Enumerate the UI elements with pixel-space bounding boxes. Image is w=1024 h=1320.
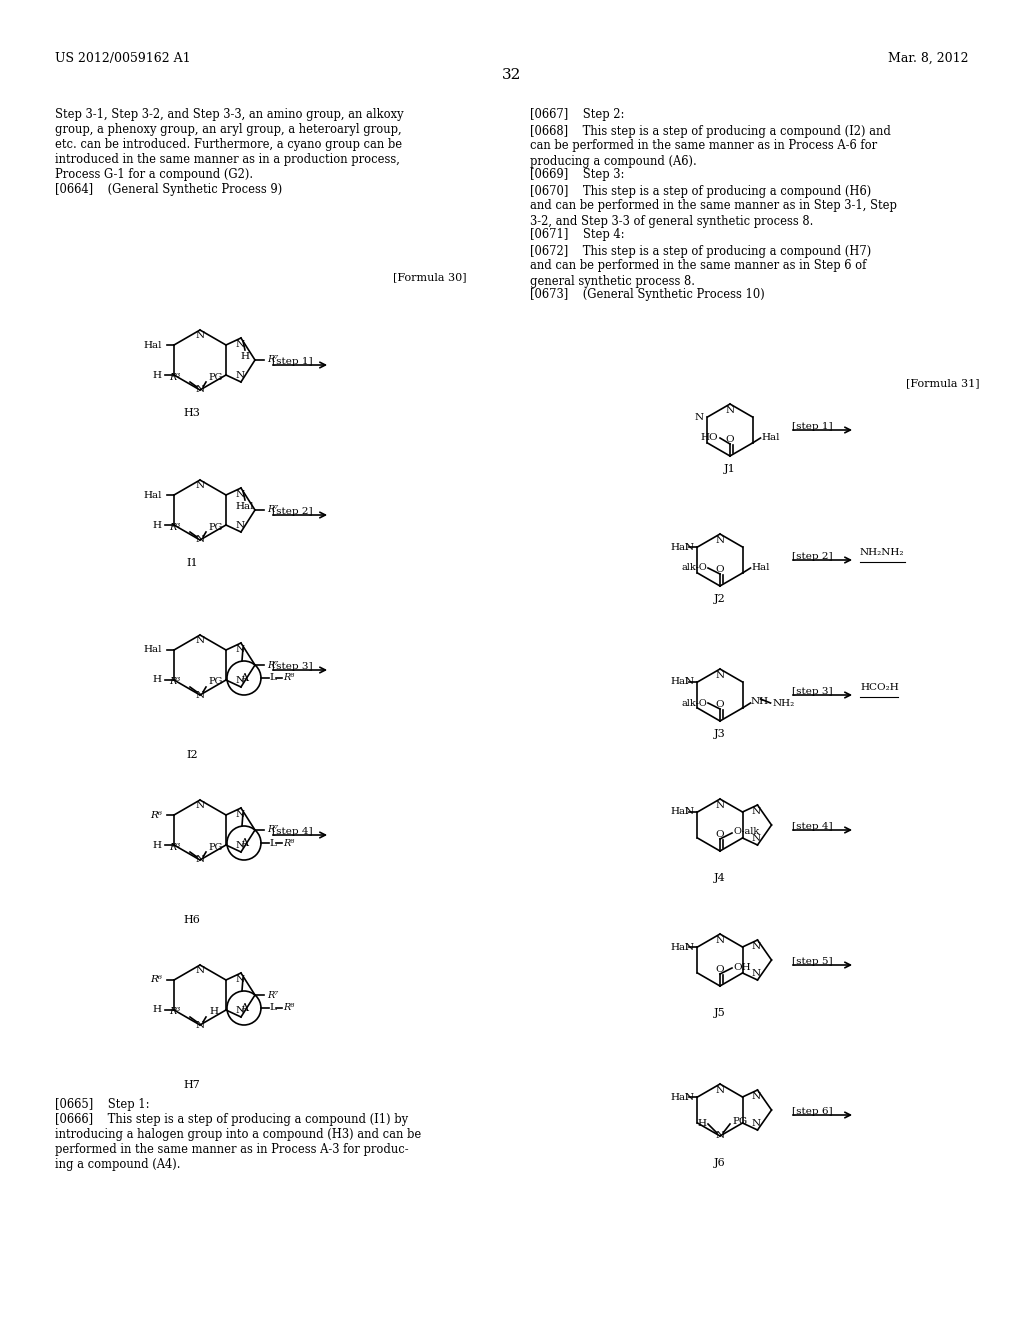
Text: H6: H6 [183,915,201,925]
Text: H: H [152,676,161,685]
Text: N: N [236,371,245,380]
Text: N: N [716,1131,725,1140]
Text: Hal: Hal [762,433,780,441]
Text: N: N [752,942,761,950]
Text: N: N [196,966,205,975]
Text: N: N [196,385,205,395]
Text: N: N [752,807,761,816]
Text: Hal: Hal [670,543,688,552]
Text: [0668]    This step is a step of producing a compound (I2) and
can be performed : [0668] This step is a step of producing … [530,124,891,168]
Text: [step 6]: [step 6] [792,1107,833,1115]
Text: H: H [241,352,250,360]
Text: [step 5]: [step 5] [792,957,833,966]
Text: N: N [684,808,693,817]
Text: [0672]    This step is a step of producing a compound (H7)
and can be performed : [0672] This step is a step of producing … [530,244,871,288]
Text: H: H [152,520,161,529]
Text: A: A [240,1003,248,1012]
Text: L: L [269,838,275,847]
Text: [0670]    This step is a step of producing a compound (H6)
and can be performed : [0670] This step is a step of producing … [530,185,897,227]
Text: R³: R³ [169,677,180,686]
Text: [step 3]: [step 3] [792,686,833,696]
Text: H: H [209,1007,218,1016]
Text: N: N [684,1093,693,1101]
Text: R⁸: R⁸ [283,673,294,682]
Text: Hal: Hal [670,808,688,817]
Text: Hal: Hal [143,491,162,499]
Text: H3: H3 [183,408,201,418]
Text: N: N [196,690,205,700]
Text: N: N [196,801,205,810]
Text: N: N [716,936,725,945]
Text: J1: J1 [724,465,736,474]
Text: H: H [152,1006,161,1015]
Text: PG: PG [732,1118,748,1126]
Text: N: N [716,1086,725,1096]
Text: O: O [716,565,724,574]
Text: [0673]    (General Synthetic Process 10): [0673] (General Synthetic Process 10) [530,288,765,301]
Text: N: N [196,536,205,544]
Text: N: N [236,841,245,850]
Text: N: N [716,536,725,545]
Text: O: O [716,830,724,840]
Text: [step 3]: [step 3] [272,663,312,671]
Text: N: N [752,1119,761,1129]
Text: R⁷: R⁷ [267,825,279,834]
Text: N: N [196,480,205,490]
Text: J3: J3 [714,729,726,739]
Text: I1: I1 [186,558,198,568]
Text: J2: J2 [714,594,726,605]
Text: [step 2]: [step 2] [792,552,833,561]
Text: N: N [684,677,693,686]
Text: N: N [716,801,725,810]
Text: N: N [236,810,245,818]
Text: [0665]    Step 1:: [0665] Step 1: [55,1098,150,1111]
Text: OH: OH [733,962,751,972]
Text: PG: PG [208,842,222,851]
Text: H: H [152,371,161,380]
Text: [Formula 30]: [Formula 30] [393,272,467,282]
Text: A: A [240,838,248,847]
Text: L: L [269,1003,275,1012]
Text: Step 3-1, Step 3-2, and Step 3-3, an amino group, an alkoxy
group, a phenoxy gro: Step 3-1, Step 3-2, and Step 3-3, an ami… [55,108,403,195]
Text: Hal: Hal [236,502,254,511]
Text: N: N [236,521,245,531]
Text: R⁷: R⁷ [267,660,279,669]
Text: N: N [716,671,725,680]
Text: US 2012/0059162 A1: US 2012/0059162 A1 [55,51,190,65]
Text: PG: PG [208,372,222,381]
Text: R³: R³ [169,372,180,381]
Text: NH₂: NH₂ [772,698,795,708]
Text: L: L [269,673,275,682]
Text: [step 4]: [step 4] [792,822,833,832]
Text: Mar. 8, 2012: Mar. 8, 2012 [889,51,969,65]
Text: O: O [726,436,734,444]
Text: [0666]    This step is a step of producing a compound (I1) by
introducing a halo: [0666] This step is a step of producing … [55,1113,421,1171]
Text: [0667]    Step 2:: [0667] Step 2: [530,108,625,121]
Text: HCO₂H: HCO₂H [860,682,899,692]
Text: J4: J4 [714,873,726,883]
Text: R⁷: R⁷ [267,990,279,999]
Text: [0669]    Step 3:: [0669] Step 3: [530,168,625,181]
Text: alk-O: alk-O [681,564,707,573]
Text: N: N [236,975,245,983]
Text: I2: I2 [186,750,198,760]
Text: J5: J5 [714,1008,726,1018]
Text: 32: 32 [503,69,521,82]
Text: N: N [236,341,245,348]
Text: R³: R³ [169,842,180,851]
Text: N: N [236,490,245,499]
Text: J6: J6 [714,1158,726,1168]
Text: O: O [716,965,724,974]
Text: R³: R³ [169,1007,180,1016]
Text: H: H [697,1118,706,1127]
Text: O-alk: O-alk [733,828,759,837]
Text: R⁷: R⁷ [267,355,279,364]
Text: N: N [684,942,693,952]
Text: Hal: Hal [670,942,688,952]
Text: [Formula 31]: [Formula 31] [906,378,980,388]
Text: NH₂NH₂: NH₂NH₂ [860,548,904,557]
Text: N: N [684,543,693,552]
Text: R⁸: R⁸ [283,838,294,847]
Text: Hal: Hal [752,562,770,572]
Text: PG: PG [208,677,222,686]
